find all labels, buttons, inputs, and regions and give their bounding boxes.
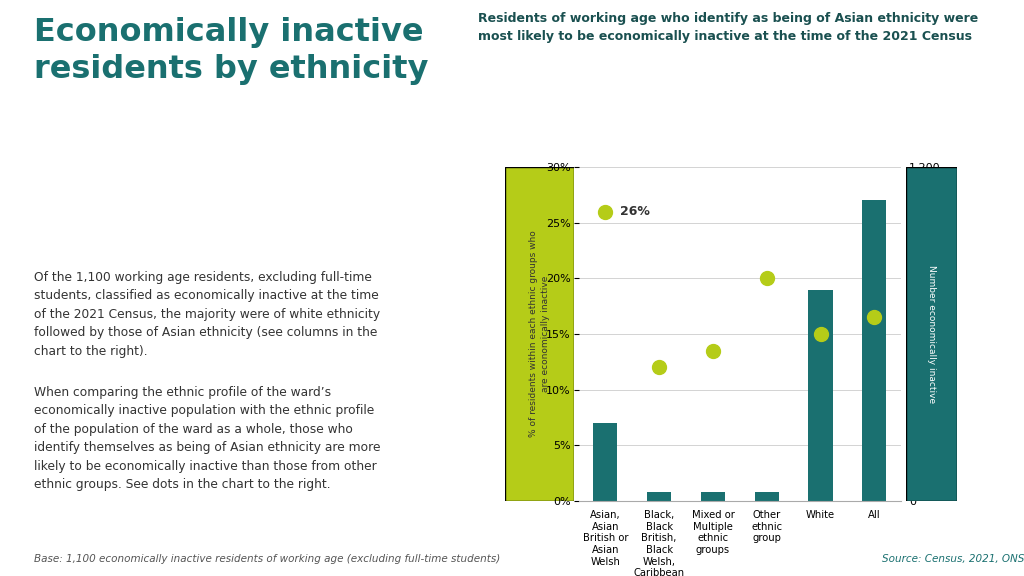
- Bar: [862, 200, 887, 501]
- FancyBboxPatch shape: [906, 167, 957, 501]
- Bar: [808, 290, 833, 501]
- Text: Source: Census, 2021, ONS: Source: Census, 2021, ONS: [882, 554, 1024, 564]
- Text: Residents of working age who identify as being of Asian ethnicity were
most like: Residents of working age who identify as…: [477, 12, 978, 43]
- Text: When comparing the ethnic profile of the ward’s
economically inactive population: When comparing the ethnic profile of the…: [34, 386, 380, 491]
- Point: [597, 207, 613, 216]
- Text: % of residents within each ethnic groups who
are economically inactive: % of residents within each ethnic groups…: [529, 231, 550, 437]
- Text: 26%: 26%: [621, 205, 650, 218]
- FancyBboxPatch shape: [505, 167, 574, 501]
- Bar: [755, 492, 779, 501]
- Bar: [647, 492, 672, 501]
- Text: Economically inactive
residents by ethnicity: Economically inactive residents by ethni…: [34, 17, 428, 85]
- Bar: [593, 423, 617, 501]
- Text: Number economically inactive: Number economically inactive: [928, 265, 936, 403]
- Bar: [700, 492, 725, 501]
- Text: Of the 1,100 working age residents, excluding full-time
students, classified as : Of the 1,100 working age residents, excl…: [34, 271, 380, 358]
- Point: [705, 346, 721, 355]
- Point: [866, 313, 883, 322]
- Text: Base: 1,100 economically inactive residents of working age (excluding full-time : Base: 1,100 economically inactive reside…: [34, 555, 500, 564]
- Point: [759, 274, 775, 283]
- Point: [651, 363, 668, 372]
- Point: [812, 329, 828, 339]
